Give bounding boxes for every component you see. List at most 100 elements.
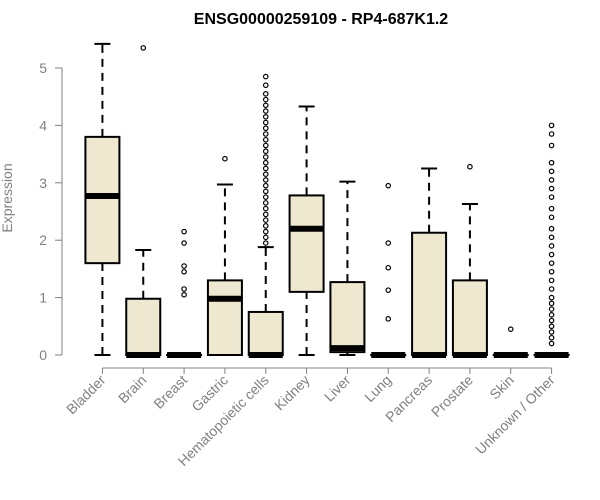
outlier-point [262,125,269,132]
outlier-point [140,45,147,51]
outlier-point [262,102,269,109]
axes-layer: 0 1 2 3 4 5 [39,60,553,374]
outlier-point [262,131,269,137]
x-tick-label: Brain [115,372,149,406]
x-tick-label: Prostate [428,372,476,420]
outlier-point [262,142,269,149]
outlier-point [548,168,555,175]
outlier-point [262,148,269,155]
outlier-point [548,131,555,137]
outlier-point [262,177,269,183]
outlier-point [548,277,555,284]
box-liver [329,180,366,356]
iqr-box [288,194,325,293]
x-tick-label: Liver [321,372,354,405]
outlier-point [385,264,392,271]
outlier-point [548,194,555,200]
iqr-box [411,231,448,357]
outlier-point [262,228,269,235]
outlier-point [262,159,269,166]
outlier-point [548,122,555,129]
box-pancreas [411,167,448,358]
y-tick-label: 2 [39,232,47,248]
outlier-point [262,119,269,126]
outlier-point [262,136,269,143]
outlier-point [181,263,187,269]
outlier-point [262,223,269,229]
box-hematopoietic-cells [247,246,284,358]
outlier-point [385,240,392,246]
outlier-point [548,317,555,324]
outlier-point [548,177,555,183]
outlier-point [385,316,392,322]
outlier-point [262,234,269,241]
outlier-point [548,312,555,318]
outlier-point [548,159,555,166]
outlier-point [548,234,555,241]
outlier-point [548,334,555,341]
outlier-point [181,286,187,292]
y-tick-label: 1 [39,290,47,306]
outlier-point [548,185,555,192]
outlier-point [222,155,228,162]
outlier-point [385,287,392,293]
iqr-box [451,279,488,357]
outlier-point [262,211,269,218]
outlier-point [262,182,269,189]
x-tick-label: Skin [486,372,517,403]
outlier-point [262,205,269,212]
y-tick-label: 4 [39,117,47,133]
outlier-point [262,240,269,246]
chart-title: ENSG00000259109 - RP4-687K1.2 [194,11,448,28]
iqr-box [247,310,284,357]
outlier-point [262,194,269,200]
outlier-point [262,171,269,177]
y-tick-label: 0 [39,347,47,363]
outlier-point [181,240,187,246]
y-axis-label: Expression [0,163,15,232]
outlier-point [548,340,555,347]
outlier-point [385,182,392,189]
outlier-point [262,82,269,89]
outlier-point [262,73,269,80]
outlier-point [548,225,555,232]
outlier-point [262,217,269,223]
x-tick-label: Lung [361,372,394,405]
box-kidney [288,105,325,356]
outlier-point [181,228,187,235]
outlier-point [262,91,269,97]
outlier-point [181,268,187,275]
outlier-point [262,165,269,172]
outlier-point [548,306,555,312]
box-bladder [84,42,121,356]
iqr-box [206,279,243,357]
outlier-point [507,326,514,332]
outlier-point [548,323,555,330]
outlier-point [548,260,555,266]
box-gastric [206,183,243,357]
outlier-point [548,243,555,249]
outlier-point [181,291,187,298]
y-tick-label: 5 [39,60,47,76]
outlier-point [262,108,269,114]
outlier-point [548,251,555,258]
outlier-point [548,205,555,212]
outlier-point [548,142,555,149]
y-tick-label: 3 [39,175,47,191]
outlier-point [262,188,269,195]
outlier-point [262,154,269,160]
iqr-box [84,135,121,265]
boxes-layer [84,42,570,358]
box-prostate [451,203,488,358]
x-tick-label: Bladder [63,372,109,418]
box-brain [125,248,162,358]
x-tick-label: Breast [150,372,190,412]
outlier-point [262,96,269,103]
outlier-point [467,163,473,170]
outlier-point [548,214,555,221]
outlier-point [548,300,555,307]
iqr-box [125,297,162,356]
